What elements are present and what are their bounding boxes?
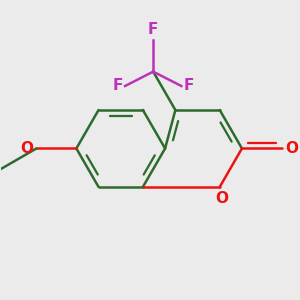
Text: F: F [184,79,194,94]
Text: F: F [112,79,123,94]
Text: O: O [215,191,228,206]
Text: F: F [148,22,158,37]
Text: O: O [286,141,298,156]
Text: O: O [20,141,33,156]
